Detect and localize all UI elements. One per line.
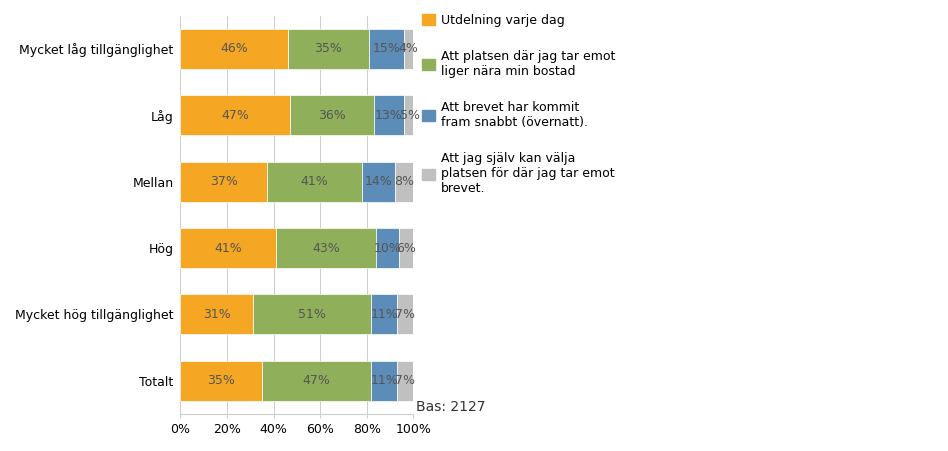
Bar [399, 228, 413, 268]
Bar [404, 95, 416, 135]
Text: 35%: 35% [208, 374, 235, 387]
Text: 41%: 41% [214, 242, 242, 254]
Bar [397, 361, 413, 400]
Text: 13%: 13% [375, 109, 403, 122]
Bar [262, 361, 372, 400]
Text: 5%: 5% [400, 109, 420, 122]
Bar [180, 295, 253, 334]
Bar [180, 228, 276, 268]
Text: 51%: 51% [299, 308, 326, 321]
Bar [376, 228, 399, 268]
Text: 37%: 37% [210, 175, 238, 188]
Legend: Utdelning varje dag, , Att platsen där jag tar emot
liger nära min bostad, , Att: Utdelning varje dag, , Att platsen där j… [422, 14, 615, 195]
Text: 7%: 7% [395, 374, 415, 387]
Text: 15%: 15% [373, 42, 401, 55]
Bar [180, 162, 266, 202]
Bar [253, 295, 372, 334]
Bar [372, 361, 397, 400]
Bar [180, 29, 287, 69]
Text: 41%: 41% [301, 175, 328, 188]
Text: 11%: 11% [371, 308, 398, 321]
Bar [180, 95, 290, 135]
Bar [369, 29, 404, 69]
Bar [276, 228, 376, 268]
Text: 4%: 4% [399, 42, 419, 55]
Text: 31%: 31% [203, 308, 230, 321]
Text: 35%: 35% [315, 42, 342, 55]
Text: 47%: 47% [221, 109, 249, 122]
Text: 6%: 6% [396, 242, 416, 254]
Bar [180, 361, 262, 400]
Bar [266, 162, 362, 202]
Bar [397, 295, 413, 334]
Text: 14%: 14% [365, 175, 392, 188]
Text: 8%: 8% [394, 175, 414, 188]
Bar [372, 295, 397, 334]
Text: Bas: 2127: Bas: 2127 [416, 400, 485, 414]
Text: 47%: 47% [302, 374, 331, 387]
Text: 10%: 10% [374, 242, 402, 254]
Bar [374, 95, 404, 135]
Text: 43%: 43% [312, 242, 340, 254]
Bar [394, 162, 413, 202]
Text: 11%: 11% [371, 374, 398, 387]
Text: 46%: 46% [220, 42, 248, 55]
Bar [287, 29, 369, 69]
Bar [404, 29, 413, 69]
Text: 36%: 36% [318, 109, 346, 122]
Bar [290, 95, 374, 135]
Text: 7%: 7% [395, 308, 415, 321]
Bar [362, 162, 394, 202]
